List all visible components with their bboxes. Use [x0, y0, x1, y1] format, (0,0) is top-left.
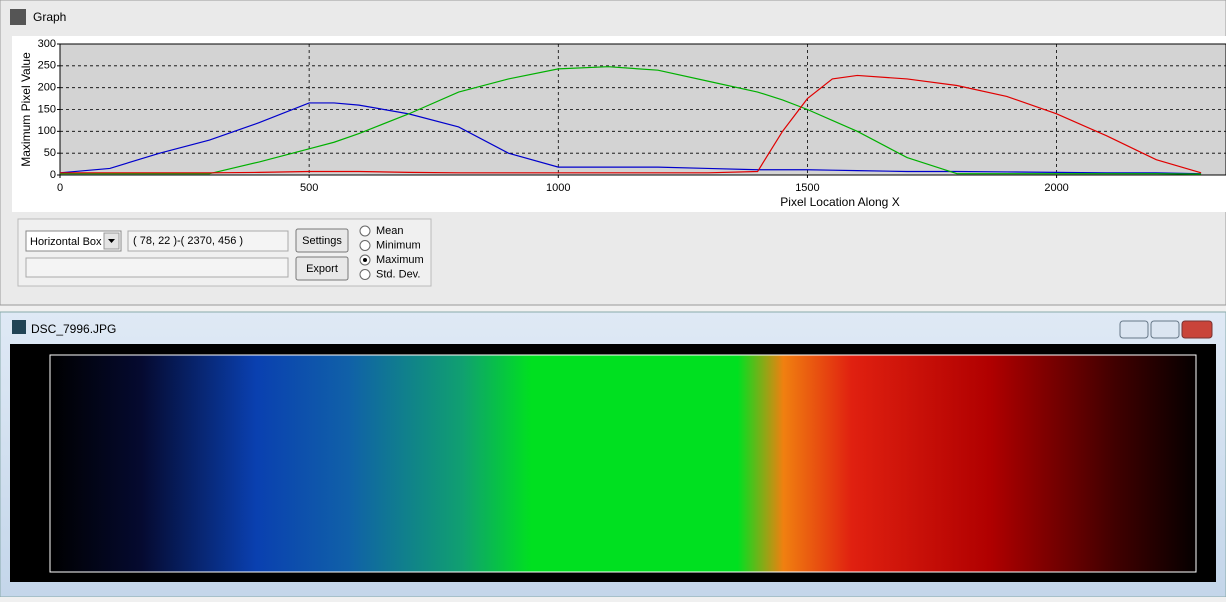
y-tick-label: 50 [44, 147, 56, 159]
x-tick-label: 1000 [546, 182, 570, 194]
radio-button[interactable] [359, 240, 371, 251]
button-label: Settings [302, 235, 342, 247]
empty-field [25, 257, 289, 278]
button-label: Export [306, 263, 338, 275]
series-line [60, 66, 1202, 175]
radio-button[interactable] [359, 225, 371, 237]
y-tick-label: 100 [38, 125, 56, 137]
series-line [59, 102, 1202, 175]
x-tick-label: 0 [57, 182, 63, 194]
radio-dot [363, 258, 367, 262]
close-button[interactable] [1181, 320, 1213, 339]
x-axis-label: Pixel Location Along X [780, 195, 899, 209]
mode-text: Horizontal Box [30, 236, 102, 248]
y-tick-label: 200 [38, 82, 56, 94]
y-tick-label: 250 [38, 60, 56, 72]
minimize-button[interactable] [1119, 320, 1149, 339]
y-axis-label: Maximum Pixel Value [19, 52, 33, 167]
spectrum-image [49, 354, 1197, 573]
radio-label: Std. Dev. [376, 268, 420, 280]
export-button[interactable] [295, 256, 349, 281]
window-title: Graph [33, 10, 66, 24]
radio-label: Mean [376, 225, 404, 237]
radio-button[interactable] [359, 269, 371, 280]
radio-label: Minimum [376, 239, 421, 251]
x-tick-label: 1500 [795, 182, 819, 194]
window-title: DSC_7996.JPG [31, 322, 116, 336]
radio-label: Maximum [376, 254, 424, 266]
settings-button[interactable] [295, 228, 349, 253]
series-line [60, 74, 1202, 174]
y-tick-label: 0 [50, 169, 56, 181]
mode-dropdown[interactable] [25, 230, 122, 252]
x-tick-label: 2000 [1044, 182, 1068, 194]
region-text: ( 78, 22 )-( 2370, 456 ) [133, 235, 243, 247]
window-icon [12, 320, 26, 334]
x-tick-label: 500 [300, 182, 318, 194]
window-icon [10, 9, 26, 25]
y-tick-label: 300 [38, 38, 56, 50]
restore-button[interactable] [1150, 320, 1180, 339]
y-tick-label: 150 [38, 103, 56, 115]
region-field [127, 230, 289, 252]
arrow-glyph [108, 239, 115, 243]
